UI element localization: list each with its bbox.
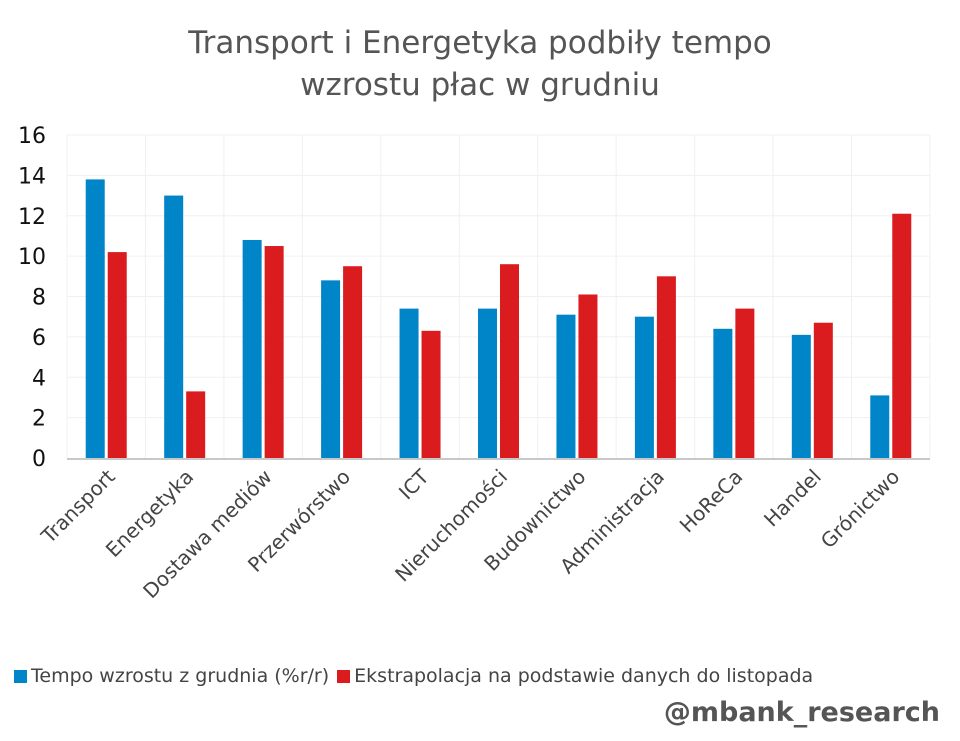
bar-series-1-10 (870, 395, 890, 458)
y-tick-label: 4 (32, 366, 46, 391)
chart-title-line-1: Transport i Energetyka podbiły tempo (188, 25, 772, 61)
y-tick-label: 12 (18, 205, 46, 230)
bar-series-1-9 (791, 334, 811, 458)
y-tick-label: 10 (18, 245, 46, 270)
bar-series-2-1 (186, 391, 206, 458)
bar-series-2-6 (578, 294, 598, 458)
chart-title-line-2: wzrostu płac w grudniu (300, 67, 660, 103)
bar-series-1-0 (85, 179, 105, 458)
chart-title: Transport i Energetyka podbiły tempo wzr… (0, 22, 960, 106)
x-tick-label: Grónictwo (816, 465, 905, 554)
bar-series-2-7 (656, 276, 676, 458)
bar-series-1-8 (713, 328, 733, 458)
bar-series-2-8 (735, 308, 755, 458)
legend-swatch-series-2 (337, 669, 351, 683)
y-tick-label: 14 (18, 164, 46, 189)
bar-series-2-0 (107, 252, 127, 458)
legend-swatch-series-1 (14, 669, 27, 683)
bar-series-1-7 (634, 316, 654, 458)
legend-label-series-1: Tempo wzrostu z grudnia (%r/r) (31, 665, 330, 687)
bar-series-1-5 (478, 308, 497, 458)
y-tick-label: 8 (32, 286, 46, 311)
bar-series-2-5 (500, 264, 519, 458)
bars-layer (85, 179, 912, 458)
y-tick-labels: 0 2 4 6 8 10 12 14 16 (18, 124, 46, 472)
bar-series-2-10 (892, 213, 912, 458)
legend-label-series-2: Ekstrapolacja na podstawie danych do lis… (354, 665, 814, 687)
x-tick-label: Handel (759, 465, 826, 532)
x-tick-label: Dostawa mediów (138, 465, 276, 603)
x-tick-label: HoReCa (675, 465, 748, 538)
legend-item-series-1[interactable]: Tempo wzrostu z grudnia (%r/r) (14, 665, 329, 687)
bar-series-1-4 (399, 308, 419, 458)
x-tick-label: ICT (394, 464, 434, 504)
grid-layer (66, 134, 931, 458)
bar-series-2-2 (264, 246, 284, 458)
legend: Tempo wzrostu z grudnia (%r/r) Ekstrapol… (14, 663, 821, 689)
bar-series-2-9 (813, 322, 833, 458)
bar-series-1-3 (321, 280, 341, 458)
y-tick-label: 6 (32, 326, 46, 351)
bar-series-2-3 (343, 266, 363, 458)
x-tick-label: Transport (36, 464, 120, 548)
bar-series-1-2 (242, 239, 262, 458)
y-tick-label: 2 (32, 407, 46, 432)
watermark: @mbank_research (663, 697, 940, 728)
bar-series-1-1 (164, 195, 184, 458)
bar-series-2-4 (421, 330, 441, 458)
bar-series-1-6 (556, 314, 576, 458)
y-tick-label: 0 (32, 447, 46, 472)
legend-item-series-2[interactable]: Ekstrapolacja na podstawie danych do lis… (337, 665, 813, 687)
y-tick-label: 16 (18, 124, 46, 149)
